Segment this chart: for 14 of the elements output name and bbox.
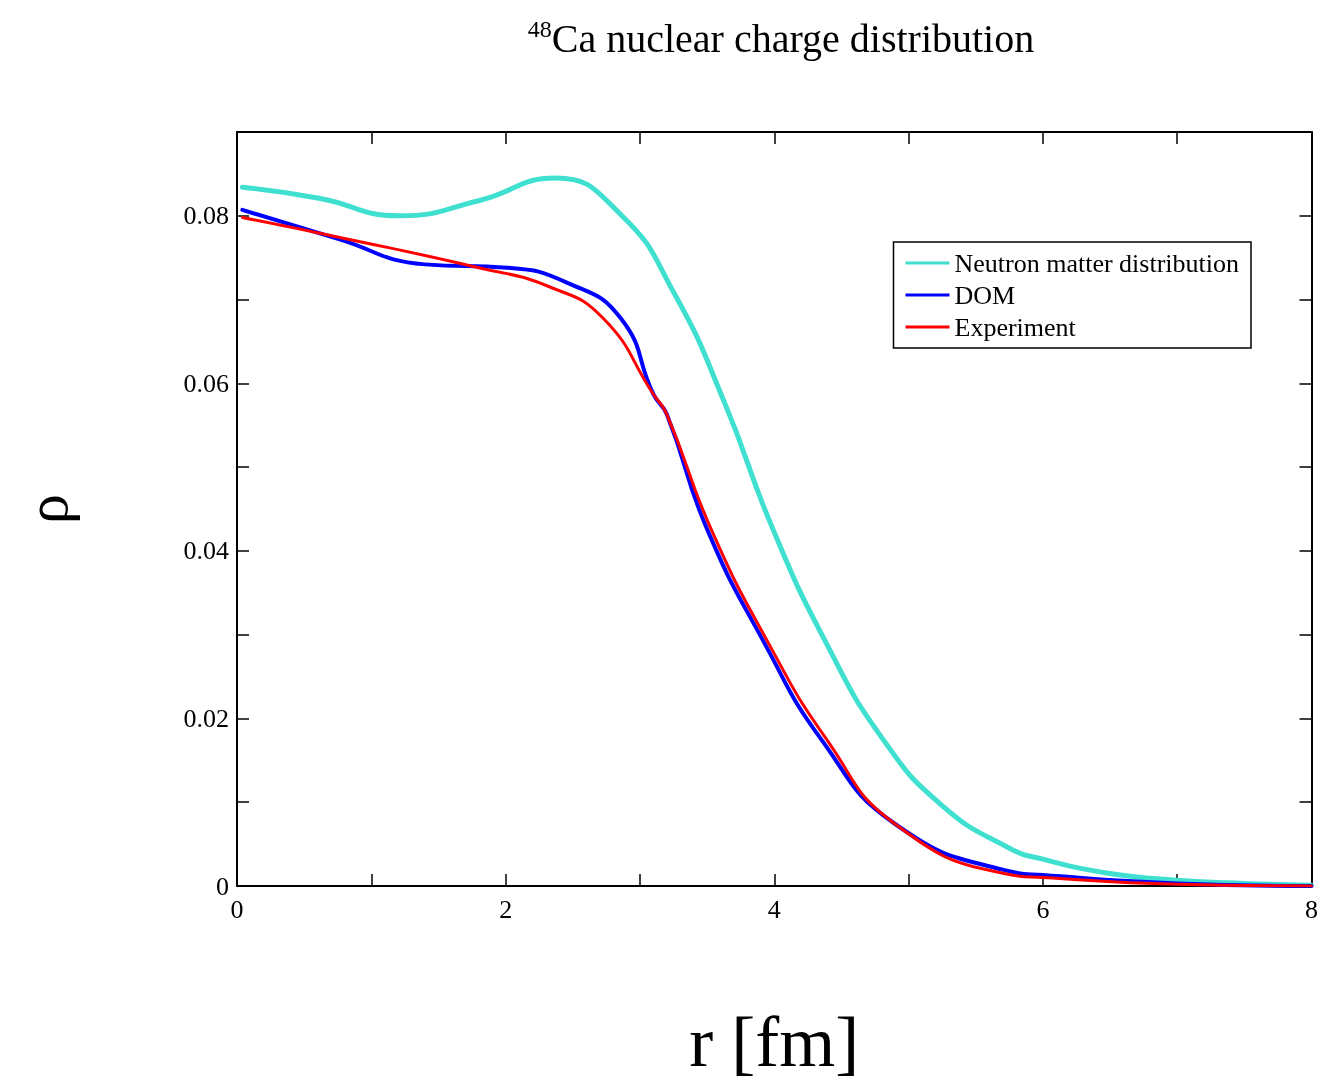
y-tick-label: 0.08 — [183, 201, 229, 231]
legend-label: DOM — [954, 280, 1016, 310]
legend-label: Experiment — [954, 312, 1077, 342]
x-tick-label: 8 — [1305, 894, 1318, 924]
y-tick-label: 0 — [216, 871, 229, 901]
x-tick-label: 6 — [1036, 894, 1050, 924]
x-tick-label: 4 — [767, 894, 781, 924]
legend-label: Neutron matter distribution — [954, 248, 1240, 278]
y-axis-title: ρ — [14, 494, 80, 524]
x-axis-title: r [fm] — [689, 1002, 860, 1082]
y-tick-label: 0.04 — [183, 536, 229, 566]
x-tick-label: 2 — [499, 894, 513, 924]
y-tick-label: 0.06 — [183, 368, 229, 398]
y-tick-label: 0.02 — [183, 703, 229, 733]
